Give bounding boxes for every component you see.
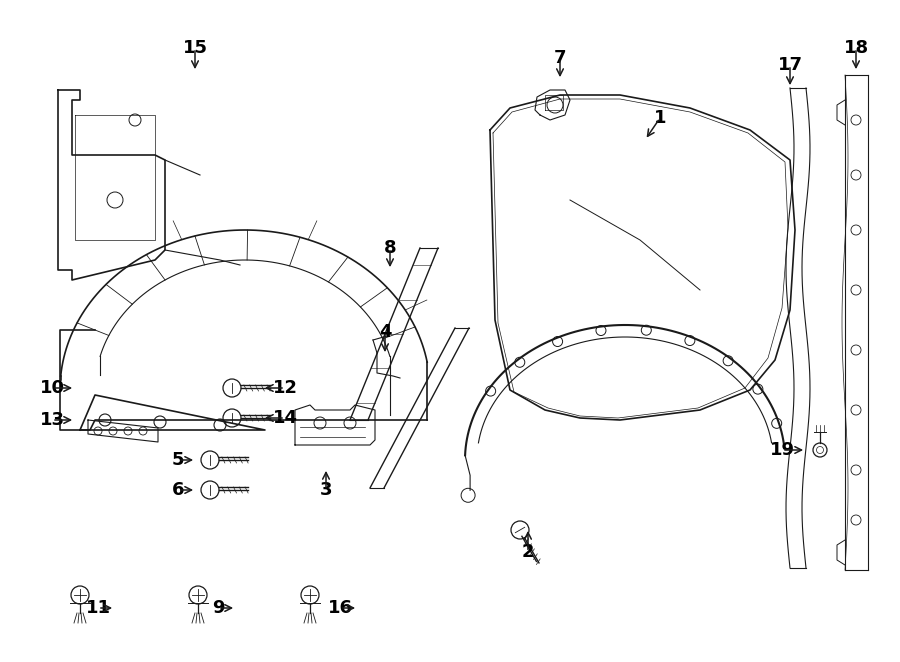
Text: 1: 1 <box>653 109 666 127</box>
Text: 15: 15 <box>183 39 208 57</box>
Text: 16: 16 <box>328 599 353 617</box>
Text: 4: 4 <box>379 323 392 341</box>
Text: 8: 8 <box>383 239 396 257</box>
Text: 19: 19 <box>770 441 795 459</box>
Text: 9: 9 <box>212 599 224 617</box>
Text: 2: 2 <box>522 543 535 561</box>
Text: 12: 12 <box>273 379 298 397</box>
Text: 6: 6 <box>172 481 184 499</box>
Text: 10: 10 <box>40 379 65 397</box>
Text: 7: 7 <box>554 49 566 67</box>
Text: 11: 11 <box>86 599 111 617</box>
Text: 13: 13 <box>40 411 65 429</box>
Text: 18: 18 <box>843 39 868 57</box>
Text: 14: 14 <box>273 409 298 427</box>
Text: 3: 3 <box>320 481 332 499</box>
Text: 5: 5 <box>172 451 184 469</box>
Text: 17: 17 <box>778 56 803 74</box>
